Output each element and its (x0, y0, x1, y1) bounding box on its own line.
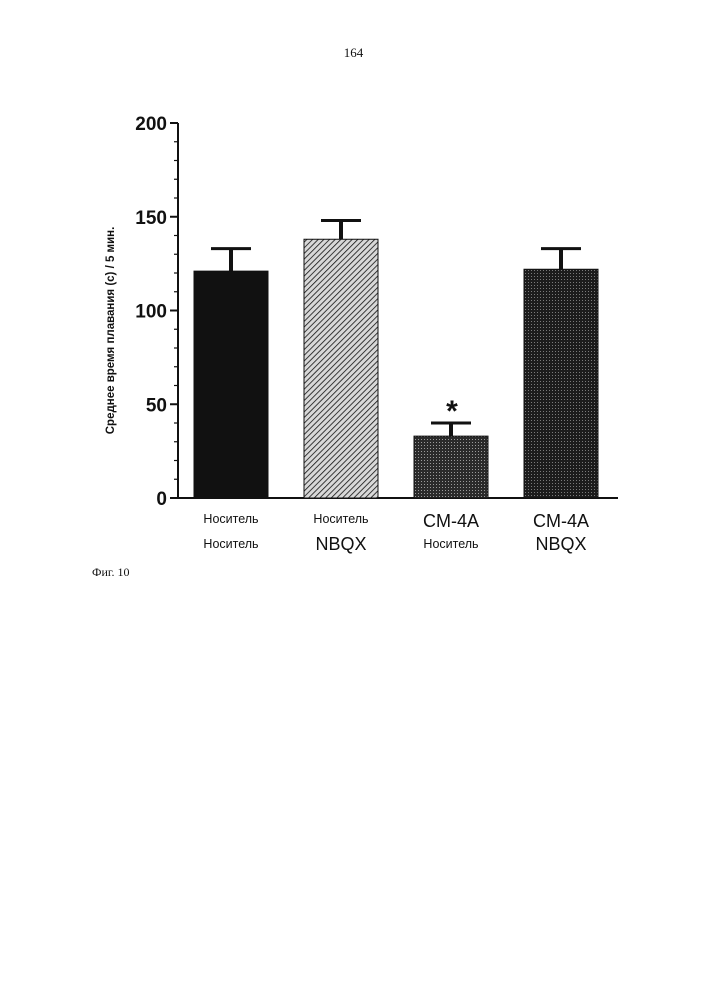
x-tick-label-line1: Носитель (203, 512, 258, 526)
bar-chart-svg: 0 50 100 150 200 Среднее время плавания (с) /… (90, 105, 650, 565)
x-tick-label-line2: Носитель (423, 537, 478, 551)
significance-marker: * (446, 395, 458, 428)
bar-1 (194, 271, 268, 498)
page-number: 164 (0, 45, 707, 61)
bar-2 (304, 239, 378, 498)
y-tick-label: 150 (135, 208, 167, 229)
x-tick-label-line1: CM-4A (423, 511, 479, 531)
y-tick-label: 100 (135, 302, 167, 323)
x-tick-label-line2: NBQX (535, 534, 586, 554)
x-tick-label-line1: CM-4A (533, 511, 589, 531)
y-tick-label: 0 (156, 489, 167, 510)
figure-caption: Фиг. 10 (92, 565, 129, 580)
bar-3 (414, 436, 488, 498)
bar-chart: 0 50 100 150 200 Среднее время плавания (с) /… (90, 105, 650, 565)
x-tick-label-line1: Носитель (313, 512, 368, 526)
x-tick-label-line2: NBQX (315, 534, 366, 554)
bar-4 (524, 269, 598, 498)
y-tick-label: 50 (146, 395, 167, 416)
y-tick-label: 200 (135, 114, 167, 135)
y-axis-title: Среднее время плавания (с) / 5 мин. (105, 227, 117, 435)
x-tick-label-line2: Носитель (203, 537, 258, 551)
